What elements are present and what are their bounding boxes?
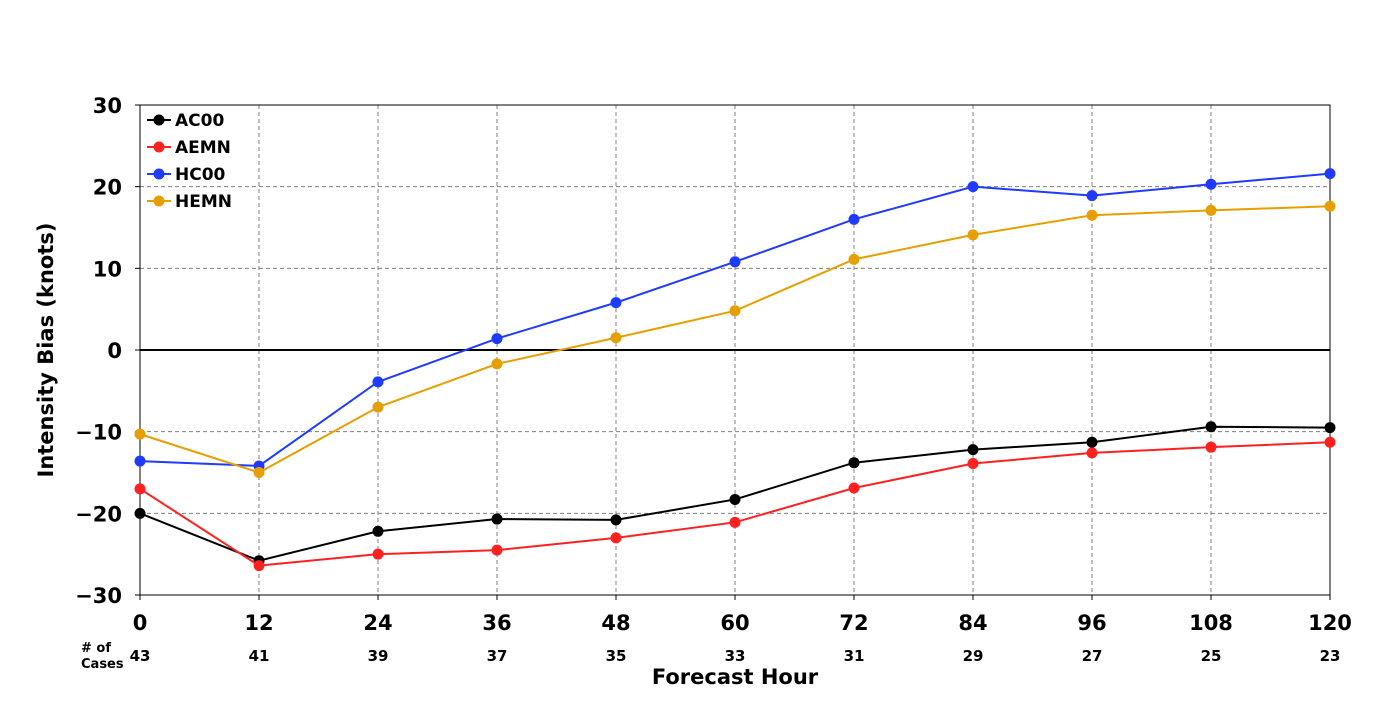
cases-count-label: 27 (1082, 647, 1103, 665)
cases-count-label: 41 (249, 647, 270, 665)
cases-count-label: 39 (368, 647, 389, 665)
data-point-hc00 (610, 297, 622, 309)
legend-marker (153, 168, 165, 180)
data-point-hemn (134, 428, 146, 440)
y-axis-label: Intensity Bias (knots) (34, 223, 58, 478)
data-point-hemn (1324, 200, 1336, 212)
data-point-hemn (967, 229, 979, 241)
data-point-hc00 (1086, 190, 1098, 202)
data-point-ac00 (1324, 422, 1336, 434)
data-point-hc00 (1324, 168, 1336, 180)
y-tick-label: −10 (75, 421, 122, 445)
data-point-aemn (610, 532, 622, 544)
data-point-aemn (1205, 441, 1217, 453)
data-point-aemn (253, 560, 265, 572)
cases-count-label: 33 (725, 647, 746, 665)
series-hemn (134, 200, 1336, 478)
cases-count-label: 23 (1320, 647, 1341, 665)
cases-count-label: 35 (606, 647, 627, 665)
cases-count-label: 29 (963, 647, 984, 665)
data-point-aemn (1324, 436, 1336, 448)
x-tick-label: 84 (958, 611, 987, 635)
y-tick-label: 10 (93, 257, 122, 281)
data-point-hemn (610, 332, 622, 344)
data-point-hc00 (134, 455, 146, 467)
y-tick-label: −30 (75, 584, 122, 608)
cases-header-label: Cases (81, 657, 124, 672)
x-tick-label: 72 (839, 611, 868, 635)
x-tick-label: 96 (1077, 611, 1106, 635)
data-point-ac00 (848, 457, 860, 469)
x-tick-label: 0 (133, 611, 148, 635)
legend: AC00 AEMN HC00 HEMN (147, 111, 232, 212)
data-point-hemn (729, 305, 741, 317)
data-point-hc00 (372, 376, 384, 388)
data-point-ac00 (491, 513, 503, 525)
x-tick-label: 60 (720, 611, 749, 635)
axes-layer: −30 −20 −10 0 10 20 30 0 43 12 41 24 39 36 37 48 35 60 33 7… (75, 94, 1352, 672)
data-point-ac00 (610, 514, 622, 526)
series-hc00 (134, 168, 1336, 472)
y-tick-label: 0 (107, 339, 122, 363)
x-tick-label: 12 (244, 611, 273, 635)
data-point-hemn (253, 467, 265, 478)
x-tick-label: 24 (363, 611, 392, 635)
data-point-ac00 (1205, 421, 1217, 433)
data-point-hc00 (1205, 178, 1217, 190)
data-point-ac00 (372, 525, 384, 537)
data-point-hemn (491, 358, 503, 370)
cases-count-label: 25 (1201, 647, 1222, 665)
cases-count-label: 43 (130, 647, 151, 665)
x-tick-label: 36 (482, 611, 511, 635)
data-point-hemn (1205, 204, 1217, 216)
cases-count-label: 31 (844, 647, 865, 665)
series-aemn (134, 436, 1336, 572)
x-tick-label: 120 (1308, 611, 1352, 635)
labels-layer: Intensity Bias (knots) Forecast Hour (34, 223, 819, 690)
y-tick-label: −20 (75, 502, 122, 526)
legend-item-hc00: HC00 (147, 165, 226, 185)
data-point-ac00 (134, 507, 146, 519)
data-point-hc00 (848, 213, 860, 225)
legend-label: HC00 (175, 165, 226, 185)
data-point-aemn (848, 482, 860, 494)
data-point-hemn (372, 401, 384, 413)
data-point-aemn (134, 483, 146, 495)
x-axis-label: Forecast Hour (652, 665, 819, 689)
legend-item-hemn: HEMN (147, 192, 232, 212)
data-point-aemn (967, 458, 979, 470)
legend-marker (153, 195, 165, 207)
data-point-aemn (1086, 447, 1098, 459)
data-point-ac00 (1086, 436, 1098, 448)
legend-label: AEMN (175, 138, 231, 158)
cases-count-label: 37 (487, 647, 508, 665)
data-point-aemn (729, 516, 741, 528)
data-point-aemn (491, 544, 503, 556)
data-point-ac00 (967, 444, 979, 456)
data-point-hc00 (491, 333, 503, 345)
data-point-hemn (1086, 209, 1098, 221)
series-layer (134, 168, 1336, 572)
y-tick-label: 20 (93, 176, 122, 200)
series-ac00 (134, 421, 1336, 567)
legend-label: AC00 (175, 111, 224, 131)
data-point-hc00 (729, 256, 741, 268)
data-point-hc00 (967, 181, 979, 193)
x-tick-label: 48 (601, 611, 630, 635)
legend-label: HEMN (175, 192, 232, 212)
y-tick-label: 30 (93, 94, 122, 118)
legend-marker (153, 114, 165, 126)
legend-item-ac00: AC00 (147, 111, 224, 131)
data-point-hemn (848, 253, 860, 265)
legend-item-aemn: AEMN (147, 138, 231, 158)
data-point-aemn (372, 548, 384, 560)
legend-marker (153, 141, 165, 153)
data-point-ac00 (729, 493, 741, 505)
cases-header-label: # of (81, 641, 111, 656)
x-tick-label: 108 (1189, 611, 1233, 635)
